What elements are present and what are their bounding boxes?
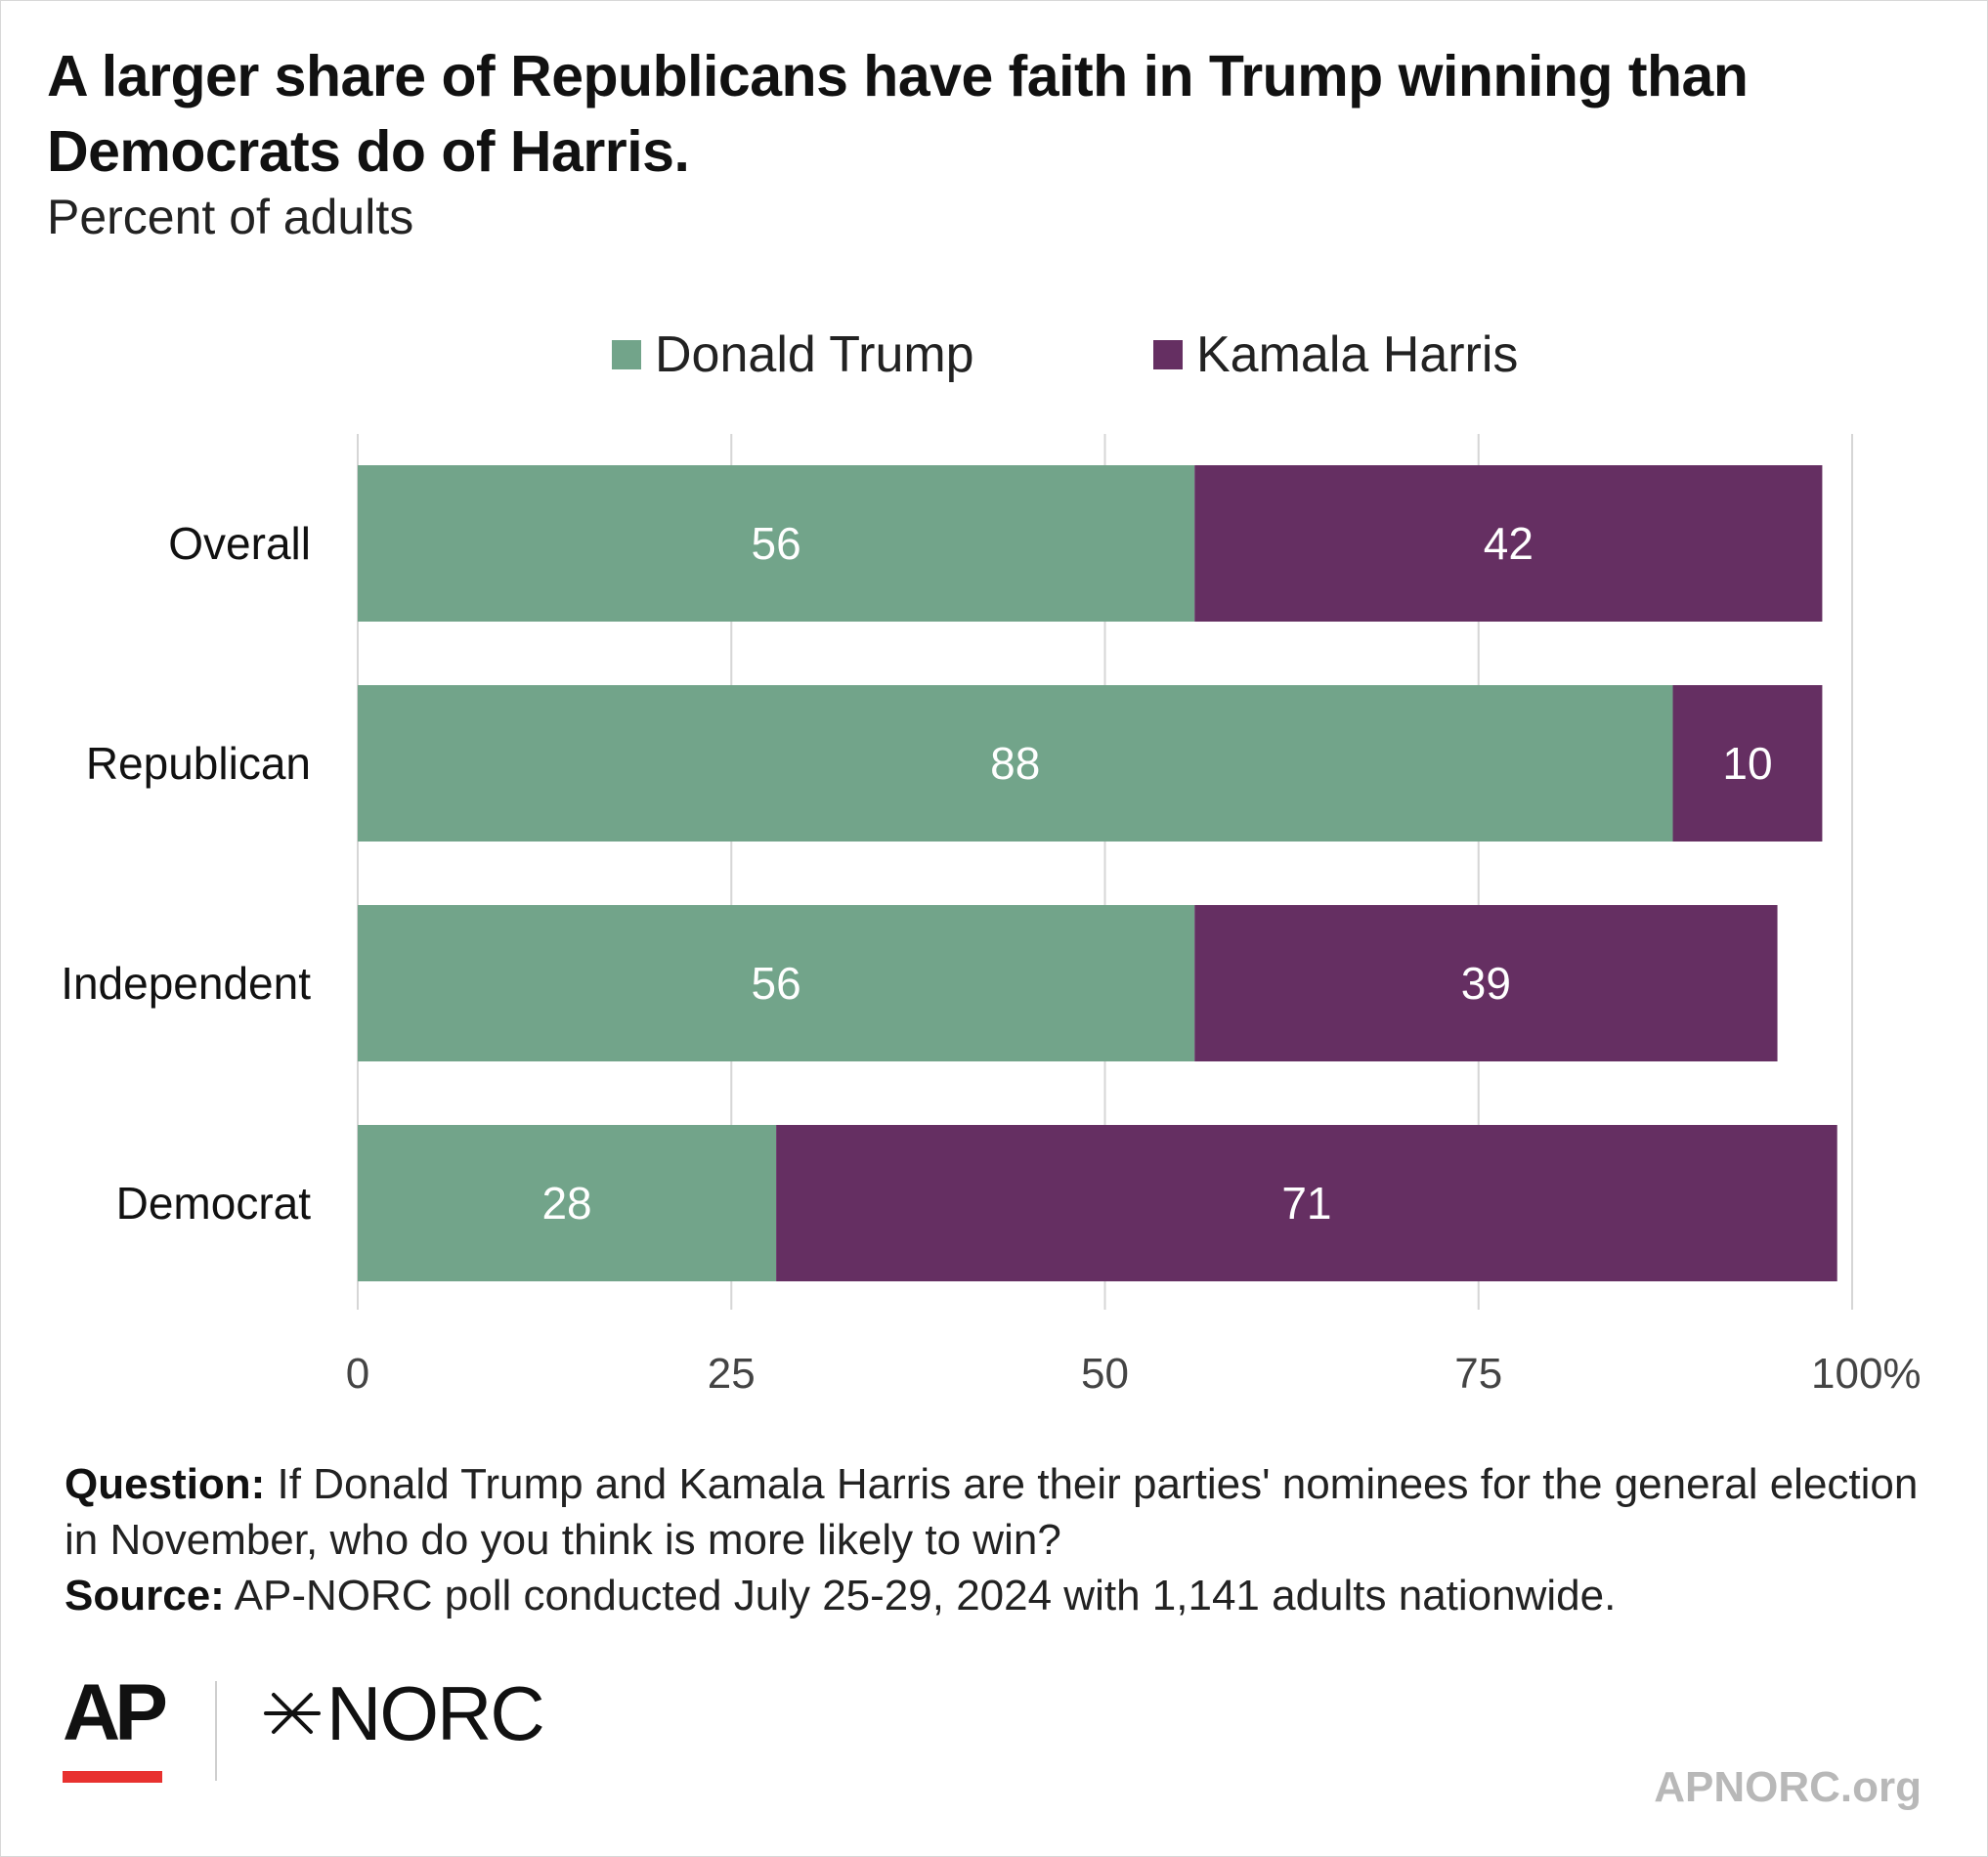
category-label: Independent	[61, 958, 311, 1009]
bar-trump	[358, 1125, 777, 1281]
legend-swatch-trump	[612, 340, 641, 369]
bar-trump	[358, 685, 1673, 842]
chart-notes: Question: If Donald Trump and Kamala Har…	[65, 1456, 1922, 1623]
ap-logo: AP	[63, 1668, 168, 1757]
norc-logo: NORC	[262, 1669, 545, 1757]
bar-value-label: 88	[990, 738, 1040, 789]
bar-harris	[776, 1125, 1837, 1281]
bar-trump	[358, 905, 1195, 1061]
legend-label-harris: Kamala Harris	[1196, 326, 1519, 383]
site-url: APNORC.org	[1654, 1763, 1922, 1811]
source-text: AP-NORC poll conducted July 25-29, 2024 …	[224, 1572, 1617, 1619]
category-label: Overall	[168, 518, 311, 569]
bar-value-label: 71	[1281, 1178, 1331, 1229]
legend-label-trump: Donald Trump	[655, 326, 974, 383]
chart-title: A larger share of Republicans have faith…	[47, 44, 1749, 184]
question-note: Question: If Donald Trump and Kamala Har…	[65, 1456, 1922, 1568]
bar-harris	[1194, 465, 1823, 622]
legend-item-harris: Kamala Harris	[1153, 321, 1518, 389]
legend: Donald Trump Kamala Harris	[0, 321, 1988, 389]
bar-value-label: 56	[752, 518, 801, 569]
bar-harris	[1672, 685, 1823, 842]
x-tick-label: 100%	[1811, 1350, 1922, 1398]
ap-logo-underline	[63, 1771, 162, 1783]
x-tick-label: 25	[708, 1350, 756, 1398]
bar-value-label: 56	[752, 958, 801, 1009]
question-text: If Donald Trump and Kamala Harris are th…	[65, 1460, 1919, 1564]
x-tick-label: 0	[346, 1350, 369, 1398]
norc-star-icon	[264, 1693, 321, 1734]
source-label: Source:	[65, 1572, 225, 1619]
x-tick-label: 50	[1081, 1350, 1129, 1398]
stacked-bar-chart: 0 25 50 75 100% Overall 56 42 Republican 88 10 Inde…	[61, 434, 1922, 1398]
bar-harris	[1194, 905, 1778, 1061]
bar-value-label: 10	[1722, 738, 1772, 789]
chart-subtitle: Percent of adults	[47, 190, 414, 244]
legend-item-trump: Donald Trump	[612, 321, 974, 389]
bar-value-label: 42	[1484, 518, 1534, 569]
bar-value-label: 28	[541, 1178, 591, 1229]
logo-divider	[215, 1681, 217, 1781]
legend-swatch-harris	[1153, 340, 1183, 369]
bar-trump	[358, 465, 1195, 622]
question-label: Question:	[65, 1460, 266, 1508]
bar-value-label: 39	[1461, 958, 1511, 1009]
norc-logo-text: NORC	[326, 1670, 545, 1756]
source-note: Source: AP-NORC poll conducted July 25-2…	[65, 1568, 1922, 1623]
x-tick-label: 75	[1454, 1350, 1502, 1398]
category-label: Democrat	[116, 1178, 312, 1229]
category-label: Republican	[86, 738, 311, 789]
